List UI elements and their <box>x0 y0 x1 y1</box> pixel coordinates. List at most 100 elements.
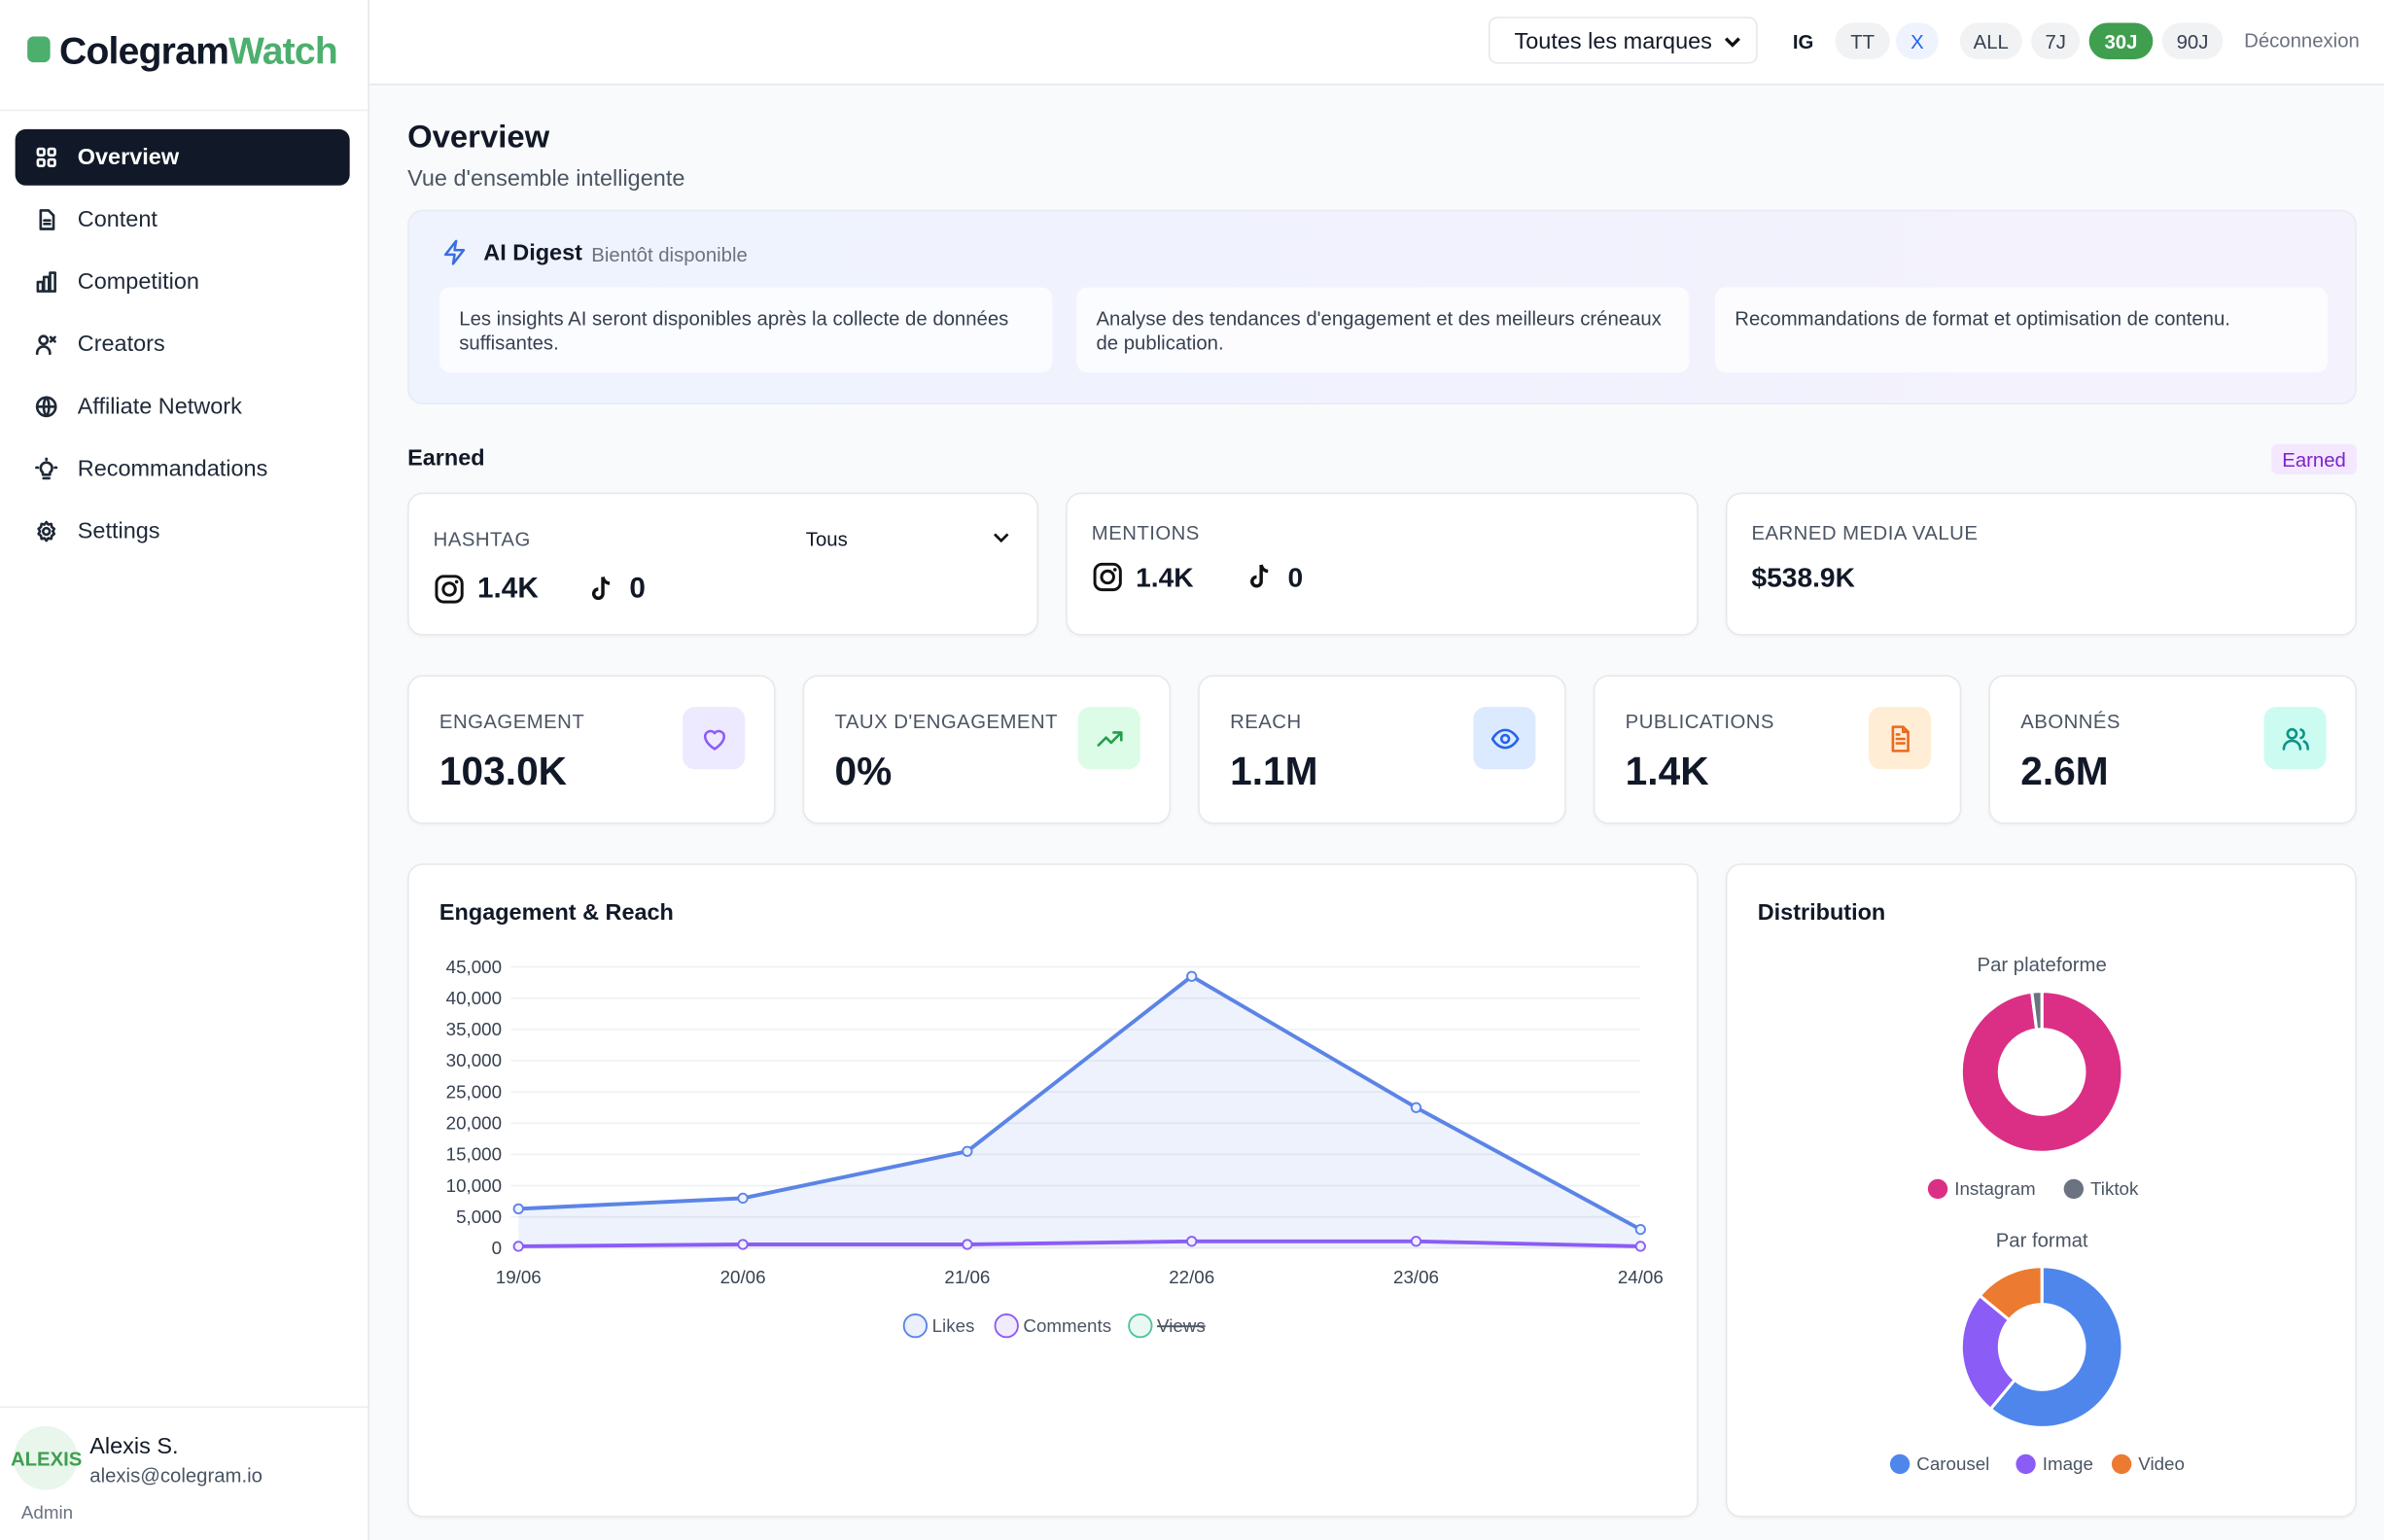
topbar <box>368 0 2384 86</box>
brand-select[interactable]: Toutes les marques <box>1488 17 1758 64</box>
chart-title: Distribution <box>1758 899 1885 925</box>
distribution-chart: Distribution Par plateforme Instagram Tikt… <box>1758 899 2185 1475</box>
line <box>518 1239 1641 1248</box>
kpi-icon <box>1077 707 1140 770</box>
chevron <box>994 533 1009 543</box>
donut-segment <box>1959 1293 2017 1412</box>
card-label: EARNED MEDIA VALUE <box>1751 521 1979 544</box>
period-filter-active[interactable]: 30J <box>2088 22 2154 59</box>
period-filter[interactable]: 90J <box>2161 22 2224 59</box>
mentions-card: MENTIONS 1.4K 0 <box>1066 492 1699 636</box>
period-filter[interactable]: 7J <box>2031 22 2081 59</box>
donut-segment <box>1988 1265 2124 1429</box>
y-tick-label: 40,000 <box>446 988 502 1008</box>
user-name: Alexis S. <box>89 1433 179 1460</box>
ai-card: Analyse des tendances d'engagement et de… <box>1076 287 1690 373</box>
line-chart: Engagement & Reach 0 5,000 10,000 15,000 20,… <box>439 899 1664 1339</box>
chart-title: Engagement & Reach <box>439 899 674 925</box>
area <box>518 976 1641 1248</box>
point <box>962 1239 973 1250</box>
x-tick-label: 23/06 <box>1393 1267 1439 1287</box>
ai-title: AI Digest <box>483 240 582 266</box>
line-chart-card: Engagement & Reach 0 5,000 10,000 15,000 20,… <box>407 863 1699 1518</box>
y-tick-label: 15,000 <box>446 1144 502 1165</box>
kpi-label: REACH <box>1230 710 1302 733</box>
platform-filter[interactable]: TT <box>1835 22 1890 59</box>
instagram-icon <box>435 575 464 604</box>
kpi-icon <box>683 707 746 770</box>
logo[interactable]: ColegramWatch <box>27 30 338 74</box>
legend-label: Carousel <box>1916 1453 1989 1474</box>
legend-swatch <box>2111 1453 2132 1475</box>
ai-digest: AI Digest Bientôt disponible Les insight… <box>407 209 2357 404</box>
nav-item[interactable]: Affiliate Network <box>16 378 350 435</box>
platform-filter[interactable]: IG <box>1792 29 1814 52</box>
y-tick-label: 45,000 <box>446 957 502 977</box>
logo-text: Colegram <box>58 30 229 74</box>
kpi-card: REACH 1.1M <box>1198 675 1566 824</box>
legend-label: Image <box>2043 1453 2093 1474</box>
y-tick-label: 0 <box>492 1238 502 1258</box>
x-tick-label: 22/06 <box>1169 1267 1214 1287</box>
nav-label: Settings <box>77 518 160 544</box>
select-text: Toutes les marques <box>1514 28 1712 55</box>
kpi-card: ENGAGEMENT 103.0K <box>407 675 776 824</box>
kpi-card: TAUX D'ENGAGEMENT 0% <box>802 675 1172 824</box>
section-badge: Earned <box>2271 443 2357 474</box>
donut-title: Par format <box>1996 1230 2088 1251</box>
nav-label: Affiliate Network <box>77 394 242 420</box>
nav-item[interactable]: Recommandations <box>16 440 350 497</box>
kpi-value: 2.6M <box>2020 748 2109 794</box>
nav-item[interactable]: Settings <box>16 504 350 560</box>
point <box>1186 1236 1198 1247</box>
y-tick-label: 35,000 <box>446 1019 502 1039</box>
nav-label: Competition <box>77 268 199 296</box>
legend-label: Views <box>1157 1315 1206 1336</box>
card-label: MENTIONS <box>1091 521 1200 544</box>
kpi-label: TAUX D'ENGAGEMENT <box>834 710 1058 733</box>
y-tick-label: 10,000 <box>446 1175 502 1196</box>
ai-badge: Bientôt disponible <box>591 243 748 266</box>
y-tick-label: 25,000 <box>446 1081 502 1102</box>
y-tick-label: 20,000 <box>446 1113 502 1134</box>
nav-label: Creators <box>77 331 165 358</box>
section-title: Earned <box>407 445 485 472</box>
period-filter[interactable]: ALL <box>1959 22 2022 59</box>
tiktok-count: 0 <box>1287 562 1304 593</box>
nav-item[interactable]: Creators <box>16 316 350 372</box>
nav-item[interactable]: Content <box>16 192 350 248</box>
tiktok-icon <box>591 577 611 601</box>
nav-item[interactable]: Overview <box>15 128 350 186</box>
legend-swatch <box>1927 1178 1948 1200</box>
point <box>1410 1102 1422 1113</box>
page-subtitle: Vue d'ensemble intelligente <box>407 165 685 192</box>
sidebar: ColegramWatch Overview Content Competiti… <box>0 0 369 1540</box>
x-tick-label: 19/06 <box>496 1267 542 1287</box>
kpi-value: 1.4K <box>1625 748 1709 794</box>
divider <box>0 109 368 112</box>
filter-select[interactable]: Tous <box>805 527 848 551</box>
point <box>512 1203 524 1214</box>
nav-label: Recommandations <box>77 456 268 482</box>
point <box>1634 1223 1646 1236</box>
tiktok-icon <box>1250 564 1269 588</box>
instagram-icon <box>1093 562 1122 592</box>
page-title: Overview <box>407 120 550 156</box>
x-tick-label: 21/06 <box>944 1267 990 1287</box>
legend-label: Instagram <box>1954 1178 2035 1199</box>
platform-filter[interactable]: X <box>1896 22 1939 59</box>
instagram-count: 1.4K <box>1136 562 1194 593</box>
y-tick-label: 30,000 <box>446 1050 502 1070</box>
instagram-count: 1.4K <box>477 573 539 606</box>
point <box>737 1239 749 1250</box>
legend-label: Likes <box>932 1315 975 1336</box>
logout[interactable]: Déconnexion <box>2244 28 2360 52</box>
nav-item[interactable]: Competition <box>16 254 350 310</box>
point <box>1634 1241 1646 1252</box>
card-label: HASHTAG <box>433 527 531 551</box>
avatar: ALEXIS <box>11 1425 82 1490</box>
kpi-label: PUBLICATIONS <box>1625 710 1774 733</box>
avatar-text: ALEXIS <box>10 1447 83 1471</box>
